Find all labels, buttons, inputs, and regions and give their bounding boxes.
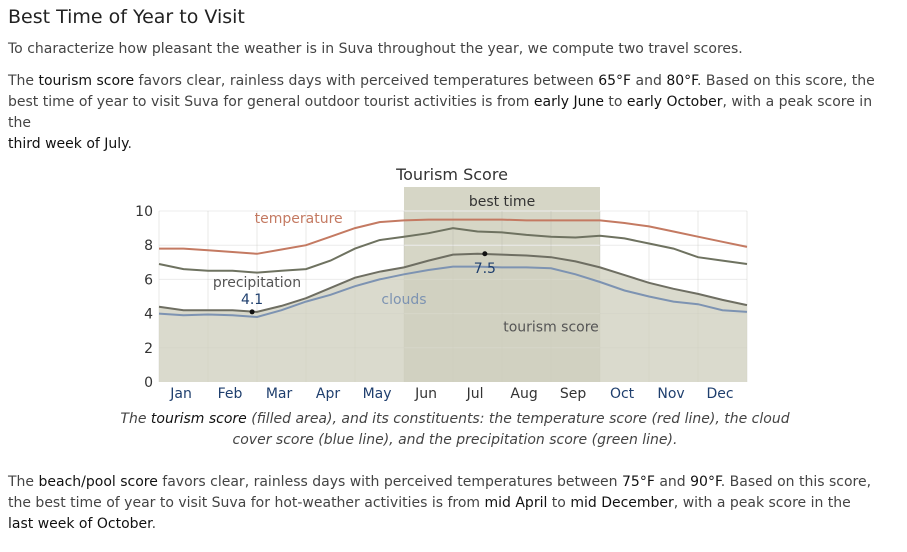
- month-label-aug: Aug: [510, 386, 537, 402]
- beach-text-6: , with a peak score in the: [673, 495, 851, 511]
- best-time-label: best time: [469, 194, 535, 210]
- marker-label-precipitation: 4.1: [241, 292, 263, 308]
- tourism-text-4: . Based on this score, the best time of …: [8, 73, 875, 110]
- beach-end: mid December: [570, 495, 674, 511]
- y-tick-label-2: 2: [144, 341, 153, 357]
- month-label-sep: Sep: [560, 386, 587, 402]
- beach-text-7: .: [151, 516, 157, 532]
- beach-text-2: favors clear, rainless days with perceiv…: [157, 474, 622, 490]
- month-label-mar: Mar: [266, 386, 293, 402]
- beach-text-3: and: [654, 474, 691, 490]
- y-tick-label-0: 0: [144, 375, 153, 391]
- tourism-text-6: , with a peak score in the: [8, 94, 873, 131]
- month-label-jul: Jul: [466, 386, 484, 402]
- beach-peak: last week of October: [8, 516, 152, 532]
- tourism-text-5: to: [603, 94, 627, 110]
- tourism-score-term: tourism score: [38, 73, 135, 89]
- series-label-temperature: temperature: [255, 211, 343, 227]
- tourism-text-3: and: [631, 73, 667, 89]
- y-tick-label-10: 10: [135, 204, 153, 220]
- series-line-clouds: [158, 265, 748, 319]
- series-area-tourism-score: [159, 253, 747, 382]
- tourism-end: early October: [626, 94, 723, 110]
- tourism-text-7: .: [127, 136, 132, 152]
- month-label-oct: Oct: [610, 386, 635, 402]
- y-tick-label-8: 8: [144, 238, 153, 254]
- beach-temp-low: 75°F: [622, 474, 655, 490]
- caption-text-1: The: [120, 411, 151, 427]
- month-label-nov: Nov: [657, 386, 684, 402]
- beach-temp-high: 90°F: [690, 474, 721, 490]
- series-line-precipitation: [158, 227, 748, 274]
- chart-caption: The tourism score (filled area), and its…: [100, 409, 810, 451]
- marker-label-tourism-score: 7.5: [474, 261, 496, 277]
- tourism-paragraph: The tourism score favors clear, rainless…: [8, 71, 898, 155]
- tourism-peak: third week of July: [8, 136, 128, 152]
- tourism-text-1: The: [8, 73, 39, 89]
- page-title: Best Time of Year to Visit: [8, 6, 245, 28]
- marker-point-precipitation: [249, 309, 255, 315]
- intro-paragraph: To characterize how pleasant the weather…: [8, 41, 743, 57]
- beach-text-5: to: [547, 495, 571, 511]
- month-label-jun: Jun: [414, 386, 437, 402]
- month-label-feb: Feb: [218, 386, 243, 402]
- marker-point-tourism-score: [482, 251, 488, 257]
- caption-text-2: (filled area), and its constituents: the…: [232, 411, 790, 448]
- beach-start: mid April: [484, 495, 548, 511]
- tourism-temp-low: 65°F: [598, 73, 632, 89]
- y-tick-label-6: 6: [144, 272, 153, 288]
- chart-title: Tourism Score: [395, 165, 508, 184]
- y-tick-label-4: 4: [144, 307, 153, 323]
- tourism-temp-high: 80°F: [666, 73, 697, 89]
- month-label-apr: Apr: [316, 386, 340, 402]
- beach-score-term: beach/pool score: [38, 474, 158, 490]
- series-label-precipitation: precipitation: [213, 275, 301, 291]
- tourism-start: early June: [533, 94, 604, 110]
- beach-text-1: The: [8, 474, 39, 490]
- series-line-tourism-score: [158, 252, 748, 313]
- month-label-dec: Dec: [707, 386, 734, 402]
- beach-text-4: . Based on this score, the best time of …: [8, 474, 872, 511]
- caption-score-term: tourism score: [150, 411, 247, 427]
- month-label-jan: Jan: [169, 386, 192, 402]
- month-label-may: May: [363, 386, 392, 402]
- beach-paragraph: The beach/pool score favors clear, rainl…: [8, 472, 898, 535]
- series-label-tourism-score: tourism score: [503, 319, 599, 335]
- tourism-text-2: favors clear, rainless days with perceiv…: [134, 73, 599, 89]
- series-label-clouds: clouds: [381, 292, 426, 308]
- series-line-temperature: [159, 218, 748, 255]
